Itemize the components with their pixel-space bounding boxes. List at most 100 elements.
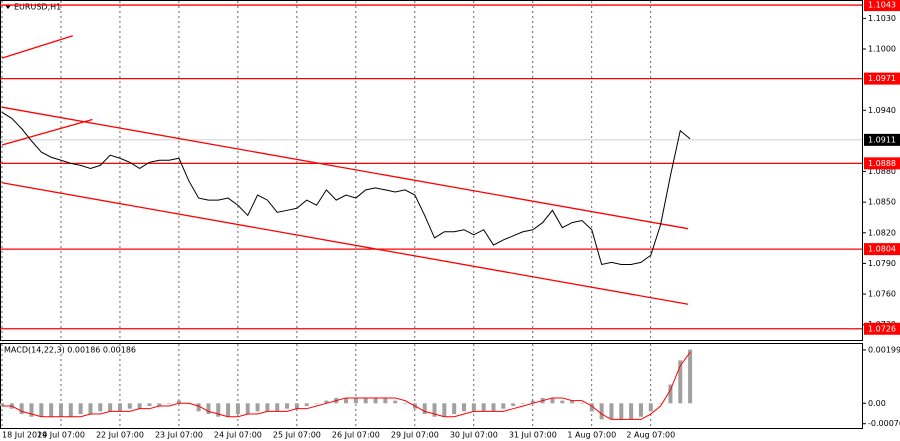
- macd-bar: [668, 384, 673, 404]
- macd-bar: [0, 403, 4, 406]
- x-tick-label: 29 Jul 07:00: [391, 431, 439, 440]
- macd-bar: [137, 403, 142, 409]
- macd-bar: [442, 403, 447, 417]
- macd-bar: [304, 403, 309, 406]
- macd-bar: [619, 403, 624, 420]
- macd-bar: [344, 397, 349, 404]
- macd-bar: [678, 360, 683, 404]
- macd-bar: [265, 403, 270, 412]
- y-tick-label: 0.00: [868, 399, 886, 408]
- macd-bar: [383, 397, 388, 404]
- level-label: 1.0804: [868, 245, 896, 254]
- macd-bar: [688, 349, 693, 404]
- macd-bar: [176, 400, 181, 404]
- macd-bar: [324, 400, 329, 404]
- y-tick-label: 1.0820: [868, 228, 896, 237]
- trend-line: [1, 118, 93, 146]
- macd-bar: [648, 403, 653, 412]
- macd-bar: [629, 403, 634, 420]
- trend-line: [1, 106, 689, 230]
- last-price-label: 1.0911: [868, 135, 896, 144]
- macd-bar: [462, 403, 467, 412]
- macd-bar: [245, 403, 250, 415]
- macd-bar: [599, 403, 604, 420]
- x-tick-label: 22 Jul 07:00: [96, 431, 144, 440]
- macd-bar: [481, 403, 486, 412]
- macd-bar: [29, 403, 34, 417]
- x-tick-label: 26 Jul 07:00: [332, 431, 380, 440]
- macd-bar: [570, 400, 575, 404]
- macd-bar: [39, 403, 44, 417]
- x-tick-label: 18 Jul 2024: [2, 431, 47, 440]
- macd-bar: [589, 403, 594, 412]
- macd-bar: [363, 397, 368, 404]
- macd-frame: [0, 343, 863, 429]
- macd-bar: [422, 403, 427, 415]
- chart-title: EURUSD,H1: [14, 3, 61, 12]
- macd-signal: [2, 352, 691, 420]
- x-tick-label: 31 Jul 07:00: [509, 431, 557, 440]
- level-tag: [864, 72, 900, 85]
- macd-bar: [452, 403, 457, 415]
- macd-title: MACD(14,22,3) 0.00186 0.00186: [4, 346, 136, 355]
- x-tick-label: 23 Jul 07:00: [155, 431, 203, 440]
- level-label: 1.1043: [868, 1, 896, 10]
- level-tag: [864, 243, 900, 256]
- macd-bar: [88, 403, 93, 415]
- macd-bar: [353, 397, 358, 404]
- macd-bar: [127, 403, 132, 409]
- macd-bar: [393, 400, 398, 404]
- y-tick-label: 0.00199: [868, 345, 900, 354]
- level-label: 1.0888: [868, 159, 896, 168]
- macd-bar: [294, 403, 299, 409]
- level-label: 1.0971: [868, 74, 896, 83]
- macd-bar: [314, 403, 319, 404]
- x-tick-label: 19 Jul 07:00: [37, 431, 85, 440]
- macd-bar: [530, 400, 535, 404]
- macd-bar: [491, 403, 496, 412]
- macd-bar: [58, 403, 63, 417]
- macd-bar: [373, 397, 378, 404]
- level-tag: [864, 157, 900, 170]
- macd-bar: [68, 403, 73, 417]
- macd-bar: [206, 403, 211, 415]
- x-tick-label: 30 Jul 07:00: [450, 431, 498, 440]
- macd-bar: [560, 400, 565, 404]
- macd-bar: [285, 403, 290, 409]
- level-tag: [864, 0, 900, 12]
- y-tick-label: 1.0760: [868, 290, 896, 299]
- macd-bar: [78, 403, 83, 415]
- macd-bar: [147, 403, 152, 406]
- menu-icon: [5, 5, 11, 9]
- macd-bar: [117, 403, 122, 412]
- macd-bar: [579, 403, 584, 404]
- level-label: 1.0726: [868, 324, 896, 333]
- macd-bar: [49, 403, 54, 417]
- trend-line: [1, 35, 73, 59]
- macd-bar: [550, 397, 555, 404]
- macd-bar: [275, 403, 280, 412]
- macd-bar: [432, 403, 437, 417]
- macd-bar: [19, 403, 24, 415]
- x-tick-label: 2 Aug 07:00: [626, 431, 675, 440]
- y-tick-label: 1.0940: [868, 106, 896, 115]
- macd-bar: [216, 403, 221, 417]
- trend-line: [1, 182, 689, 305]
- macd-bar: [638, 403, 643, 417]
- macd-bar: [520, 403, 525, 404]
- macd-bar: [403, 403, 408, 404]
- level-tag: [864, 322, 900, 335]
- macd-bar: [511, 403, 516, 406]
- price-line: [1, 111, 691, 266]
- x-tick-label: 24 Jul 07:00: [214, 431, 262, 440]
- macd-bar: [255, 403, 260, 412]
- x-tick-label: 25 Jul 07:00: [273, 431, 321, 440]
- y-tick-label: 1.0850: [868, 198, 896, 207]
- macd-bar: [501, 403, 506, 409]
- macd-bar: [196, 403, 201, 412]
- macd-bar: [658, 403, 663, 404]
- macd-bar: [157, 403, 162, 406]
- y-tick-label: 1.1000: [868, 44, 896, 53]
